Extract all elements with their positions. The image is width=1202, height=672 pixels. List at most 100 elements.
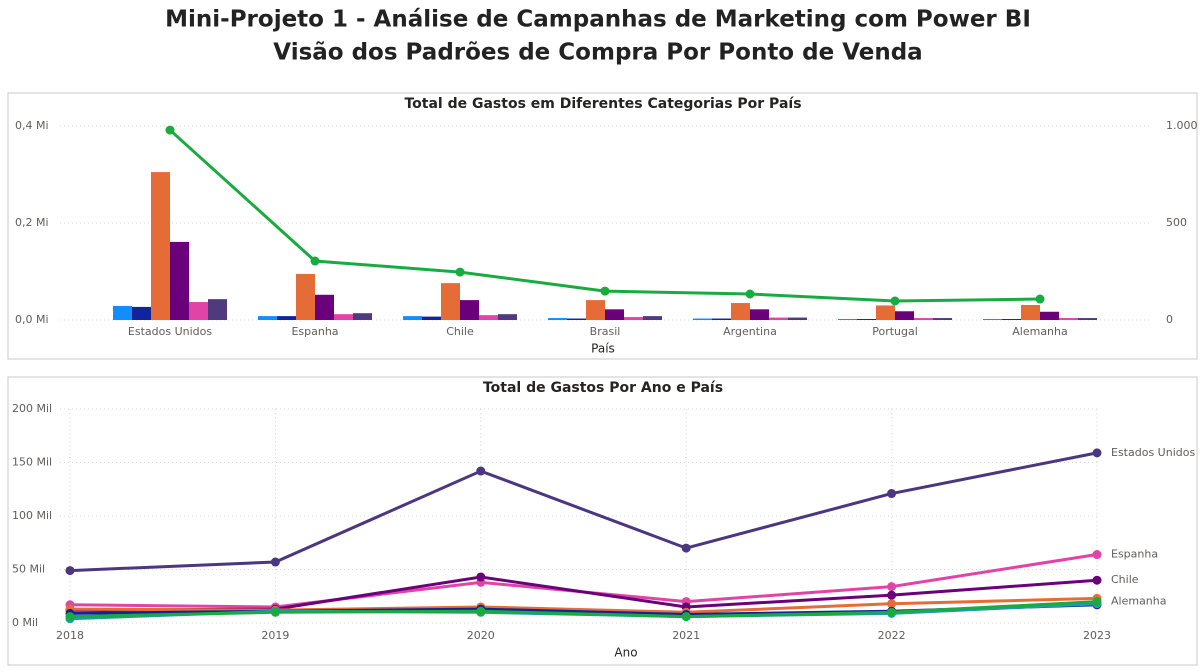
point xyxy=(1035,294,1045,304)
bar xyxy=(315,294,334,320)
x-tick-label: Espanha xyxy=(291,325,338,338)
bar xyxy=(838,319,857,320)
x-tick-label: Portugal xyxy=(872,325,918,338)
chart-title: Total de Gastos em Diferentes Categorias… xyxy=(404,96,801,112)
bar xyxy=(788,317,807,320)
point xyxy=(887,599,897,609)
series-label: Estados Unidos xyxy=(1111,446,1195,459)
bar xyxy=(441,283,460,320)
bar xyxy=(422,316,441,320)
point xyxy=(1092,597,1102,607)
point xyxy=(1092,575,1102,585)
x-tick-label: Chile xyxy=(446,325,474,338)
bar xyxy=(1040,311,1059,320)
bar xyxy=(113,305,132,320)
bar xyxy=(731,303,750,320)
point xyxy=(455,267,465,277)
bar xyxy=(296,273,315,320)
x-axis-title: Ano xyxy=(614,646,637,660)
line xyxy=(69,596,1098,614)
point xyxy=(887,489,897,499)
x-tick-label: 2022 xyxy=(878,629,906,642)
series-label: Chile xyxy=(1111,573,1139,586)
bar xyxy=(693,318,712,320)
x-tick-label: 2018 xyxy=(56,629,84,642)
bar xyxy=(460,300,479,320)
y-tick-label: 0,0 Mi xyxy=(15,313,49,326)
y-tick-label: 50 Mil xyxy=(12,563,45,576)
bar xyxy=(1021,304,1040,320)
y-tick-label: 150 Mil xyxy=(12,456,52,469)
x-tick-label: Alemanha xyxy=(1012,325,1068,338)
bar xyxy=(479,315,498,320)
bar xyxy=(605,309,624,320)
bar xyxy=(1059,318,1078,320)
x-tick-label: Brasil xyxy=(590,325,621,338)
x-tick-label: 2019 xyxy=(261,629,289,642)
point xyxy=(745,289,755,299)
y-tick-label: 0,4 Mi xyxy=(15,119,49,132)
x-tick-label: 2020 xyxy=(467,629,495,642)
bar xyxy=(170,241,189,320)
bar xyxy=(750,309,769,320)
point xyxy=(476,606,486,616)
x-axis-title: País xyxy=(591,342,615,356)
point xyxy=(681,543,691,553)
bar xyxy=(567,318,586,320)
bar xyxy=(769,317,788,320)
page-title: Mini-Projeto 1 - Análise de Campanhas de… xyxy=(165,7,1031,33)
bar xyxy=(1002,319,1021,320)
bar xyxy=(151,172,170,320)
point xyxy=(270,607,280,617)
point xyxy=(476,466,486,476)
point xyxy=(1092,550,1102,560)
bar xyxy=(895,311,914,320)
x-tick-label: 2021 xyxy=(672,629,700,642)
y-tick-label: 0 xyxy=(1166,313,1173,326)
point xyxy=(165,125,175,135)
point xyxy=(681,612,691,622)
line xyxy=(69,600,1098,619)
point xyxy=(887,607,897,617)
bar xyxy=(857,319,876,320)
chart-title: Total de Gastos Por Ano e País xyxy=(483,380,723,396)
y-tick-label: 0 Mil xyxy=(12,616,38,629)
bar xyxy=(548,318,567,320)
bar xyxy=(189,302,208,320)
series-label: Espanha xyxy=(1111,548,1158,561)
point xyxy=(65,612,75,622)
bar xyxy=(353,313,372,320)
point xyxy=(887,590,897,600)
point xyxy=(65,566,75,576)
point xyxy=(1092,448,1102,458)
bar xyxy=(208,299,227,320)
x-tick-label: Estados Unidos xyxy=(128,325,212,338)
bar xyxy=(498,314,517,320)
y-tick-label: 100 Mil xyxy=(12,509,52,522)
line xyxy=(69,451,1098,573)
y-tick-label: 500 xyxy=(1166,216,1187,229)
bar xyxy=(914,318,933,320)
y-tick-label: 200 Mil xyxy=(12,402,52,415)
bar xyxy=(132,306,151,320)
bar xyxy=(586,300,605,320)
point xyxy=(600,286,610,296)
bar xyxy=(643,316,662,320)
y-tick-label: 0,2 Mi xyxy=(15,216,49,229)
bar xyxy=(712,318,731,320)
bar xyxy=(983,319,1002,320)
page-subtitle: Visão dos Padrões de Compra Por Ponto de… xyxy=(273,40,922,66)
point xyxy=(887,582,897,592)
bar xyxy=(258,316,277,320)
series-label: Alemanha xyxy=(1111,595,1167,608)
bar xyxy=(624,317,643,320)
x-tick-label: Argentina xyxy=(723,325,777,338)
bar xyxy=(933,318,952,320)
point xyxy=(270,557,280,567)
x-tick-label: 2023 xyxy=(1083,629,1111,642)
y-tick-label: 1.000 xyxy=(1166,119,1198,132)
panel xyxy=(7,376,1198,666)
point xyxy=(476,572,486,582)
